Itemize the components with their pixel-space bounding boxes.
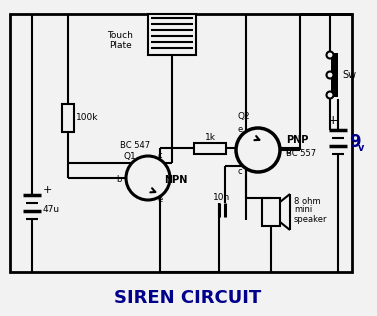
Text: 47u: 47u: [43, 205, 60, 215]
Text: mini: mini: [294, 205, 312, 215]
Bar: [10, 14, 352, 272]
Bar: [148, 14, 196, 55]
Text: b: b: [116, 175, 121, 185]
Bar: [194, 143, 226, 154]
Text: BC 557: BC 557: [286, 149, 316, 157]
Text: Q2: Q2: [238, 112, 251, 120]
Text: 10n: 10n: [213, 193, 231, 203]
Bar: [62, 104, 74, 132]
Text: NPN: NPN: [164, 175, 187, 185]
Bar: [262, 198, 280, 226]
Text: Q1: Q1: [124, 151, 137, 161]
Text: e: e: [238, 125, 243, 135]
Text: SIREN CIRCUIT: SIREN CIRCUIT: [114, 289, 262, 307]
Text: 100k: 100k: [76, 113, 98, 123]
Text: 1k: 1k: [204, 133, 216, 143]
Text: BC 547: BC 547: [120, 142, 150, 150]
Text: Sw: Sw: [342, 70, 356, 80]
Text: 8 ohm: 8 ohm: [294, 197, 320, 205]
Text: +: +: [328, 113, 339, 126]
Text: c: c: [238, 167, 243, 175]
Text: Touch: Touch: [107, 31, 133, 40]
Text: c: c: [158, 151, 162, 161]
Circle shape: [236, 128, 280, 172]
Text: e: e: [158, 196, 163, 204]
Circle shape: [326, 52, 334, 58]
Text: +: +: [43, 185, 52, 195]
Bar: [331, 53, 338, 97]
Text: PNP: PNP: [286, 135, 308, 145]
Circle shape: [326, 92, 334, 99]
Circle shape: [326, 71, 334, 78]
Text: Plate: Plate: [109, 40, 131, 50]
Text: b: b: [285, 148, 290, 156]
Circle shape: [126, 156, 170, 200]
Text: speaker: speaker: [294, 215, 328, 223]
Text: v: v: [358, 143, 365, 153]
Text: 9: 9: [349, 133, 361, 151]
